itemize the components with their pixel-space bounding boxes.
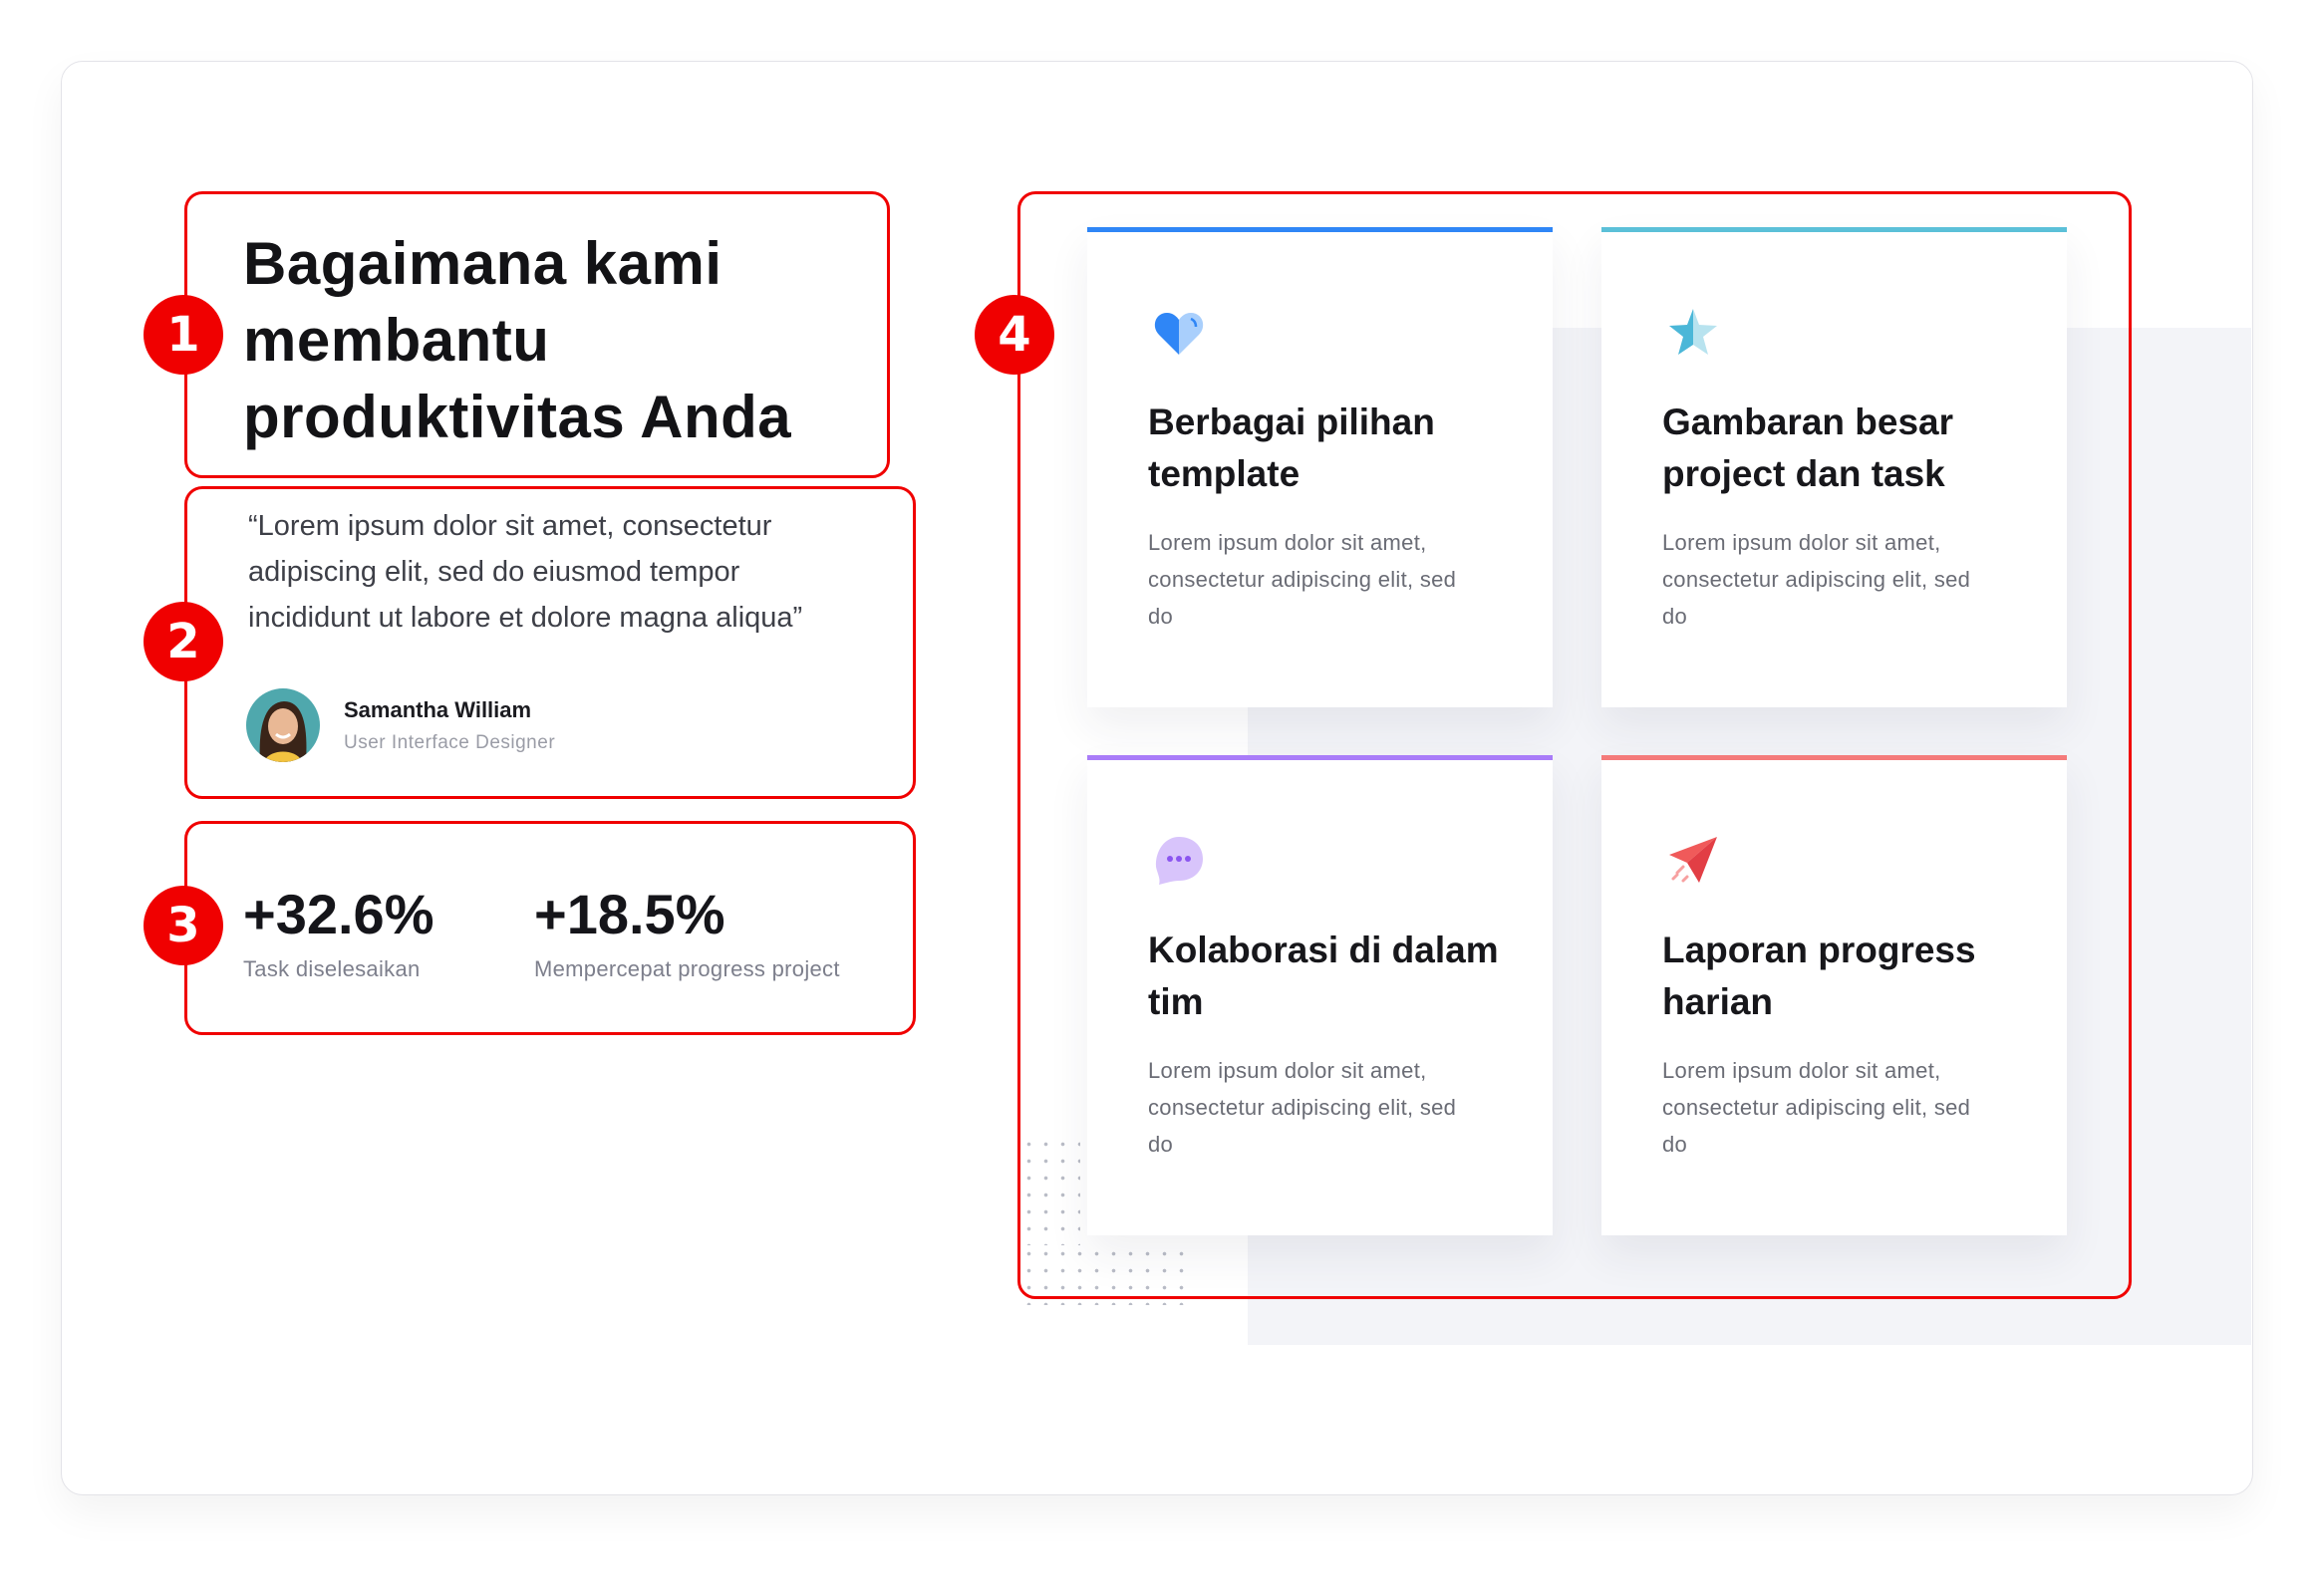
card-title: Kolaborasi di dalam tim <box>1148 930 1499 1022</box>
stat-value-progress: +18.5% <box>534 883 725 945</box>
highlight-box-features <box>1017 191 2132 1299</box>
stat-value-tasks: +32.6% <box>243 883 434 945</box>
dot-pattern-horizontal <box>1020 1245 1190 1305</box>
title-line: Bagaimana kami <box>243 230 722 297</box>
card-accent-bar <box>1601 755 2067 760</box>
paper-plane-icon <box>1669 837 1717 883</box>
card-title: Berbagai pilihan template <box>1148 401 1435 494</box>
star-icon <box>1669 309 1717 355</box>
card-body: Lorem ipsum dolor sit amet, consectetur … <box>1662 1058 1971 1157</box>
page-title: Bagaimana kami membantu produktivitas An… <box>243 225 791 455</box>
author-name: Samantha William <box>344 697 532 722</box>
heart-icon <box>1154 313 1204 355</box>
card-title: Gambaran besar project dan task <box>1662 401 1954 494</box>
title-line: produktivitas Anda <box>243 384 792 450</box>
badge-2: 2 <box>144 602 223 681</box>
testimonial-quote: “Lorem ipsum dolor sit amet, consectetur… <box>248 503 906 641</box>
feature-card-templates: Berbagai pilihan template Lorem ipsum do… <box>1087 227 1553 707</box>
card-accent-bar <box>1087 755 1553 760</box>
feature-card-collaboration: Kolaborasi di dalam tim Lorem ipsum dolo… <box>1087 755 1553 1235</box>
feature-card-reports: Laporan progress harian Lorem ipsum dolo… <box>1601 755 2067 1235</box>
badge-4: 4 <box>975 295 1054 375</box>
card-title: Laporan progress harian <box>1662 930 1976 1022</box>
dot-pattern-vertical <box>1020 1136 1080 1245</box>
avatar <box>246 688 320 762</box>
badge-3: 3 <box>144 886 223 965</box>
quote-line: “Lorem ipsum dolor sit amet, consectetur <box>248 510 772 542</box>
chat-bubble-icon <box>1155 837 1203 885</box>
card-body: Lorem ipsum dolor sit amet, consectetur … <box>1662 530 1971 629</box>
quote-line: adipiscing elit, sed do eiusmod tempor <box>248 556 740 588</box>
badge-1: 1 <box>144 295 223 375</box>
stat-label-progress: Mempercepat progress project <box>534 956 840 981</box>
quote-line: incididunt ut labore et dolore magna ali… <box>248 602 803 634</box>
author-role: User Interface Designer <box>344 732 556 753</box>
card-body: Lorem ipsum dolor sit amet, consectetur … <box>1148 1058 1457 1157</box>
card-body: Lorem ipsum dolor sit amet, consectetur … <box>1148 530 1457 629</box>
avatar-portrait <box>259 701 307 762</box>
title-line: membantu <box>243 307 550 374</box>
card-accent-bar <box>1087 227 1553 232</box>
card-accent-bar <box>1601 227 2067 232</box>
feature-card-overview: Gambaran besar project dan task Lorem ip… <box>1601 227 2067 707</box>
stat-label-tasks: Task diselesaikan <box>243 956 421 981</box>
